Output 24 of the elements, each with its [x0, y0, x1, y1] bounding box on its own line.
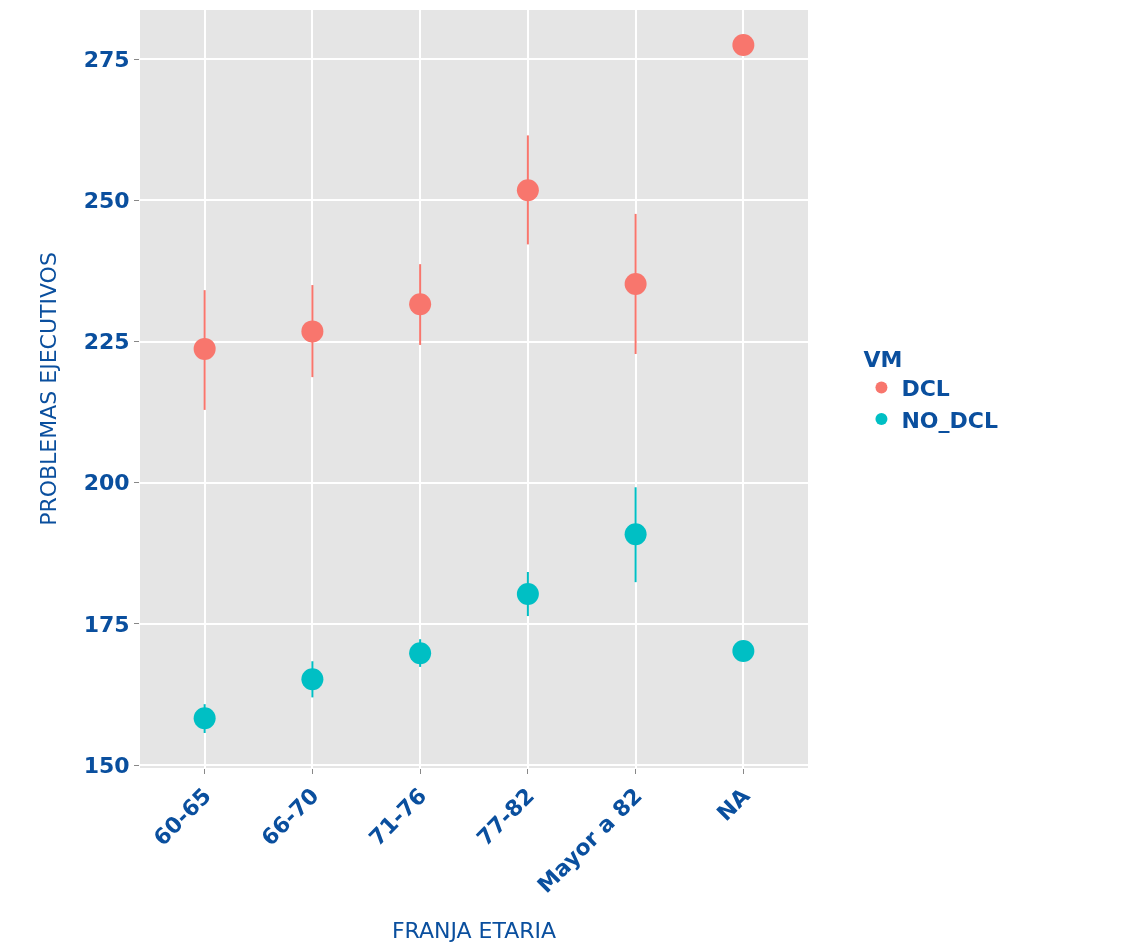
- legend-label: NO_DCL: [901, 407, 998, 433]
- point: [732, 34, 755, 57]
- y-tick-label: 250: [83, 188, 130, 214]
- legend-label: DCL: [901, 375, 950, 401]
- point: [624, 523, 647, 546]
- y-tick-label: 200: [83, 470, 130, 496]
- point: [516, 583, 539, 606]
- point: [301, 668, 324, 691]
- point: [301, 320, 324, 343]
- point: [516, 179, 539, 202]
- y-tick-label: 225: [83, 329, 130, 355]
- point: [193, 337, 216, 360]
- point: [732, 640, 755, 663]
- point: [193, 707, 216, 730]
- x-axis-title: FRANJA ETARIA: [391, 917, 557, 943]
- point: [409, 293, 432, 316]
- y-tick-label: 175: [83, 611, 130, 637]
- y-axis-title: PROBLEMAS EJECUTIVOS: [36, 252, 62, 526]
- point: [624, 272, 647, 295]
- y-tick-label: 150: [83, 752, 130, 778]
- x-tick-label: NA: [711, 783, 755, 826]
- point: [409, 642, 432, 665]
- y-tick-label: 275: [83, 46, 130, 72]
- legend-title: VM: [863, 346, 903, 372]
